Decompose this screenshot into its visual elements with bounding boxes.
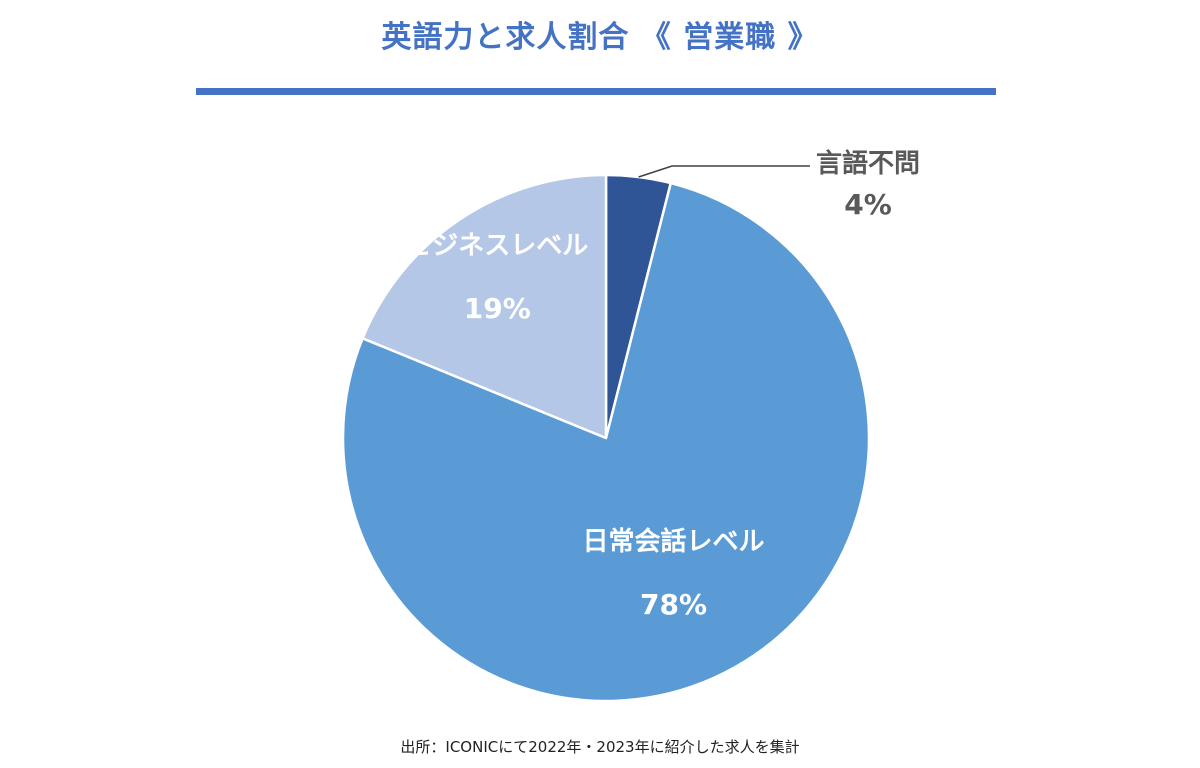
leader-line-0 xyxy=(638,165,810,178)
pie-slice-2 xyxy=(361,173,608,440)
slice-label-2: ビジネスレベル xyxy=(406,231,588,261)
chart-title: 英語力と求人割合 《 営業職 》 xyxy=(381,20,819,55)
source-note: 出所：ICONICにて2022年・2023年に紹介した求人を集計 xyxy=(400,738,800,756)
pie-slice-1 xyxy=(341,181,871,703)
slice-label-0: 言語不問 xyxy=(816,148,920,179)
slice-value-0: 4% xyxy=(844,188,892,221)
title-underline xyxy=(196,88,996,95)
slice-label-1: 日常会話レベル xyxy=(582,526,764,557)
slice-value-1: 78% xyxy=(640,588,707,621)
slice-value-2: 19% xyxy=(464,292,531,325)
